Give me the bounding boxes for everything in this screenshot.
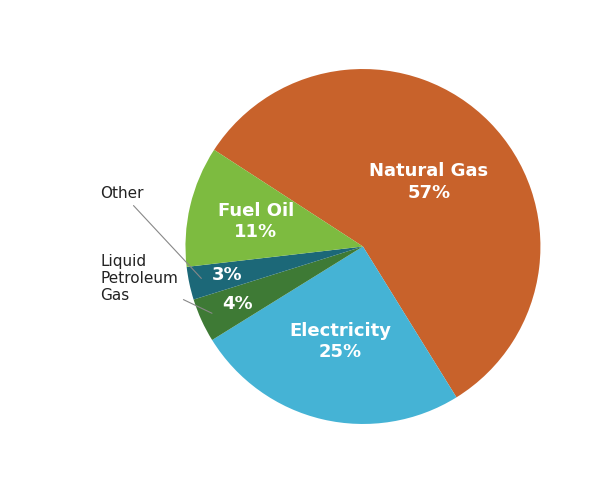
Text: Liquid
Petroleum
Gas: Liquid Petroleum Gas — [100, 253, 212, 313]
Wedge shape — [214, 69, 540, 397]
Wedge shape — [212, 246, 456, 424]
Text: Electricity
25%: Electricity 25% — [290, 322, 392, 361]
Wedge shape — [187, 246, 363, 300]
Text: 3%: 3% — [212, 266, 243, 284]
Text: 4%: 4% — [222, 295, 253, 313]
Wedge shape — [185, 150, 363, 267]
Text: Natural Gas
57%: Natural Gas 57% — [369, 162, 489, 202]
Text: Fuel Oil
11%: Fuel Oil 11% — [218, 202, 294, 241]
Text: Other: Other — [100, 186, 201, 279]
Wedge shape — [193, 246, 363, 340]
